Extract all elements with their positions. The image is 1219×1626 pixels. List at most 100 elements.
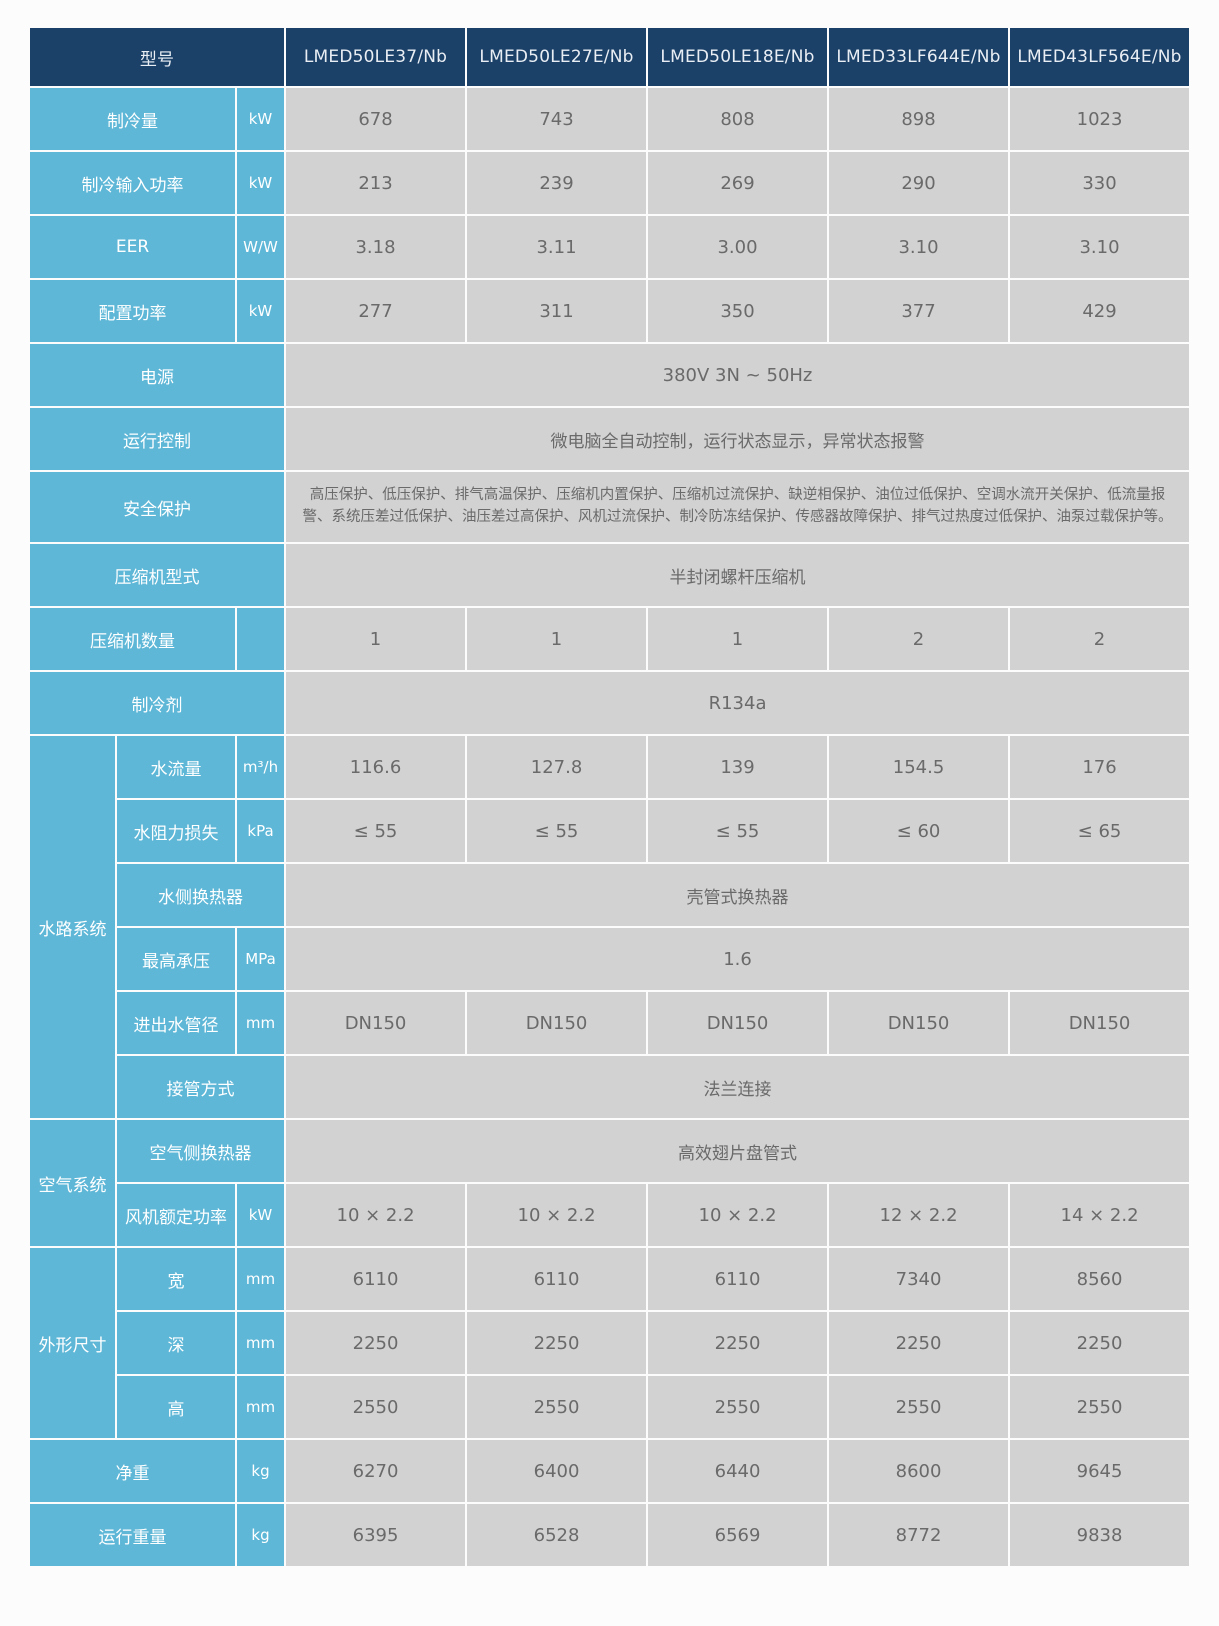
spec-value: 8560 bbox=[1010, 1248, 1190, 1310]
spec-value: 8600 bbox=[829, 1440, 1009, 1502]
spec-value: 350 bbox=[648, 280, 828, 342]
row-label: 运行重量 bbox=[30, 1504, 235, 1566]
spec-value: 139 bbox=[648, 736, 828, 798]
row-label: 运行控制 bbox=[30, 408, 285, 470]
spec-value-span: 1.6 bbox=[286, 928, 1190, 990]
spec-value: 6400 bbox=[467, 1440, 647, 1502]
spec-value: 330 bbox=[1010, 152, 1190, 214]
row-label: 净重 bbox=[30, 1440, 235, 1502]
spec-value: 808 bbox=[648, 88, 828, 150]
spec-value: 2 bbox=[1010, 608, 1190, 670]
row-label: 接管方式 bbox=[117, 1056, 285, 1118]
spec-value-span: R134a bbox=[286, 672, 1190, 734]
spec-value-span: 380V 3N ~ 50Hz bbox=[286, 344, 1190, 406]
row-label: 空气侧换热器 bbox=[117, 1120, 285, 1182]
row-power-supply: 电源 380V 3N ~ 50Hz bbox=[30, 344, 1190, 406]
spec-value: DN150 bbox=[467, 992, 647, 1054]
row-label: 配置功率 bbox=[30, 280, 235, 342]
row-unit: kW bbox=[237, 152, 285, 214]
spec-value: 2550 bbox=[829, 1376, 1009, 1438]
row-eer: EER W/W 3.18 3.11 3.00 3.10 3.10 bbox=[30, 216, 1190, 278]
spec-value: 743 bbox=[467, 88, 647, 150]
spec-value: 2550 bbox=[467, 1376, 647, 1438]
header-row: 型号 LMED50LE37/Nb LMED50LE27E/Nb LMED50LE… bbox=[30, 28, 1190, 86]
spec-value: 6440 bbox=[648, 1440, 828, 1502]
row-label: 水阻力损失 bbox=[117, 800, 235, 862]
row-label: 水流量 bbox=[117, 736, 235, 798]
row-label: 高 bbox=[117, 1376, 235, 1438]
row-cooling-capacity: 制冷量 kW 678 743 808 898 1023 bbox=[30, 88, 1190, 150]
row-dimension-height: 高 mm 2550 2550 2550 2550 2550 bbox=[30, 1376, 1190, 1438]
spec-value: DN150 bbox=[829, 992, 1009, 1054]
spec-value: 269 bbox=[648, 152, 828, 214]
row-unit: mm bbox=[237, 1376, 285, 1438]
spec-value: 12 × 2.2 bbox=[829, 1184, 1009, 1246]
spec-value: DN150 bbox=[648, 992, 828, 1054]
spec-value: 154.5 bbox=[829, 736, 1009, 798]
row-unit: m³/h bbox=[237, 736, 285, 798]
spec-value: 239 bbox=[467, 152, 647, 214]
row-unit: kPa bbox=[237, 800, 285, 862]
spec-value: 10 × 2.2 bbox=[467, 1184, 647, 1246]
spec-value: 2550 bbox=[648, 1376, 828, 1438]
row-dimension-depth: 深 mm 2250 2250 2250 2250 2250 bbox=[30, 1312, 1190, 1374]
spec-value: ≤ 60 bbox=[829, 800, 1009, 862]
spec-value: 2550 bbox=[286, 1376, 466, 1438]
spec-value: 3.18 bbox=[286, 216, 466, 278]
model-name: LMED33LF644E/Nb bbox=[829, 28, 1009, 86]
spec-value: 3.11 bbox=[467, 216, 647, 278]
spec-value: 429 bbox=[1010, 280, 1190, 342]
row-label: 宽 bbox=[117, 1248, 235, 1310]
row-label: 安全保护 bbox=[30, 472, 285, 542]
spec-value: 2250 bbox=[1010, 1312, 1190, 1374]
row-label: 制冷量 bbox=[30, 88, 235, 150]
spec-value-span: 半封闭螺杆压缩机 bbox=[286, 544, 1190, 606]
spec-value: ≤ 55 bbox=[286, 800, 466, 862]
row-unit: kW bbox=[237, 1184, 285, 1246]
spec-value: 14 × 2.2 bbox=[1010, 1184, 1190, 1246]
spec-value: 1 bbox=[286, 608, 466, 670]
row-connection-type: 接管方式 法兰连接 bbox=[30, 1056, 1190, 1118]
spec-value: 213 bbox=[286, 152, 466, 214]
row-label: 制冷输入功率 bbox=[30, 152, 235, 214]
spec-value: 277 bbox=[286, 280, 466, 342]
row-unit: mm bbox=[237, 1248, 285, 1310]
row-unit: kg bbox=[237, 1440, 285, 1502]
row-label: 水侧换热器 bbox=[117, 864, 285, 926]
spec-value: 1 bbox=[467, 608, 647, 670]
row-air-side-hx: 空气系统 空气侧换热器 高效翅片盘管式 bbox=[30, 1120, 1190, 1246]
spec-value: 6110 bbox=[648, 1248, 828, 1310]
row-label: 电源 bbox=[30, 344, 285, 406]
spec-value: ≤ 65 bbox=[1010, 800, 1190, 862]
spec-value: ≤ 55 bbox=[467, 800, 647, 862]
spec-value: 10 × 2.2 bbox=[286, 1184, 466, 1246]
spec-value: 2250 bbox=[467, 1312, 647, 1374]
row-label: 深 bbox=[117, 1312, 235, 1374]
row-water-pressure-drop: 水阻力损失 kPa ≤ 55 ≤ 55 ≤ 55 ≤ 60 ≤ 65 bbox=[30, 800, 1190, 862]
spec-value: 2 bbox=[829, 608, 1009, 670]
row-max-working-pressure: 最高承压 MPa 1.6 bbox=[30, 928, 1190, 990]
row-unit: kW bbox=[237, 280, 285, 342]
spec-value: 6110 bbox=[467, 1248, 647, 1310]
spec-value-span: 微电脑全自动控制，运行状态显示，异常状态报警 bbox=[286, 408, 1190, 470]
spec-value: 3.00 bbox=[648, 216, 828, 278]
row-label: EER bbox=[30, 216, 235, 278]
spec-value: 10 × 2.2 bbox=[648, 1184, 828, 1246]
row-compressor-type: 压缩机型式 半封闭螺杆压缩机 bbox=[30, 544, 1190, 606]
spec-value: 898 bbox=[829, 88, 1009, 150]
row-operating-weight: 运行重量 kg 6395 6528 6569 8772 9838 bbox=[30, 1504, 1190, 1566]
spec-value: 6395 bbox=[286, 1504, 466, 1566]
row-unit: mm bbox=[237, 1312, 285, 1374]
row-label: 压缩机型式 bbox=[30, 544, 285, 606]
spec-value-span: 高效翅片盘管式 bbox=[286, 1120, 1190, 1182]
row-label: 制冷剂 bbox=[30, 672, 285, 734]
group-label-water-system: 水路系统 bbox=[30, 736, 115, 1118]
row-refrigerant: 制冷剂 R134a bbox=[30, 672, 1190, 734]
spec-value: ≤ 55 bbox=[648, 800, 828, 862]
spec-value: 3.10 bbox=[1010, 216, 1190, 278]
group-label-air-system: 空气系统 bbox=[30, 1120, 115, 1246]
row-unit: MPa bbox=[237, 928, 285, 990]
spec-value-span: 壳管式换热器 bbox=[286, 864, 1190, 926]
model-name: LMED50LE37/Nb bbox=[286, 28, 466, 86]
model-name: LMED50LE27E/Nb bbox=[467, 28, 647, 86]
